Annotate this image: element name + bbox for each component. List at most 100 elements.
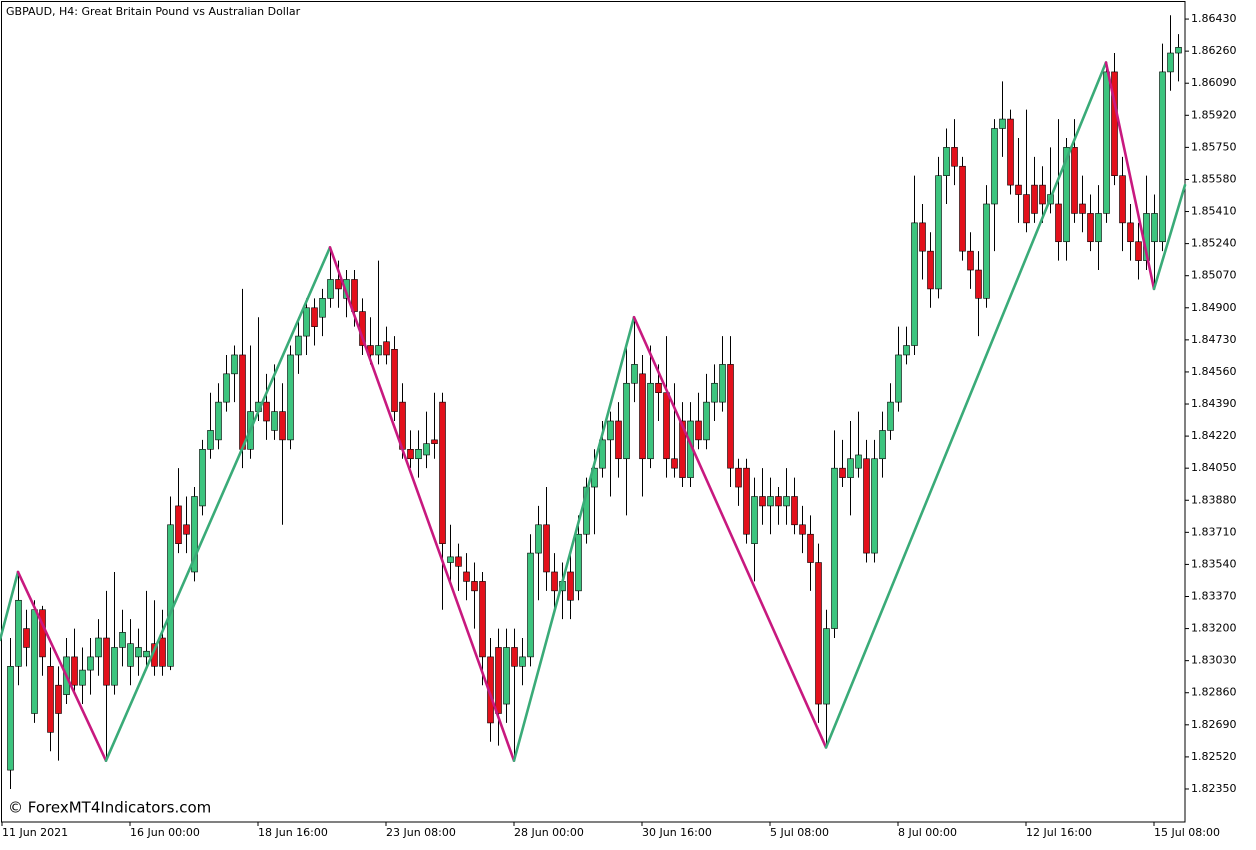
candle-body	[479, 581, 486, 658]
candle-body	[191, 496, 198, 573]
candle-body	[751, 496, 758, 544]
candle-body	[831, 467, 838, 629]
candle-body	[351, 279, 358, 312]
x-tick-label: 11 Jun 2021	[2, 826, 68, 839]
candle-body	[455, 556, 462, 567]
x-tick-label: 18 Jun 16:00	[258, 826, 328, 839]
candle-body	[319, 298, 326, 318]
zigzag-segment	[824, 61, 1108, 749]
candle-body	[263, 401, 270, 422]
candle-body	[215, 401, 222, 441]
candle-body	[295, 335, 302, 356]
candle-body	[799, 524, 806, 535]
candle-body	[199, 449, 206, 507]
candle-body	[311, 307, 318, 327]
candle-body	[1103, 71, 1110, 214]
candle-body	[135, 647, 142, 658]
y-tick-label: 1.83710	[1191, 525, 1237, 538]
candle-body	[783, 496, 790, 507]
candle-body	[423, 443, 430, 456]
candle-body	[1135, 241, 1142, 261]
candle-body	[511, 647, 518, 667]
y-tick-label: 1.86090	[1191, 76, 1237, 89]
candle-body	[575, 533, 582, 592]
candle-body	[775, 496, 782, 507]
zigzag-segment	[0, 570, 20, 642]
x-tick-label: 16 Jun 00:00	[130, 826, 200, 839]
candle-body	[927, 250, 934, 290]
candle-body	[623, 382, 630, 460]
candle-body	[415, 449, 422, 460]
candle-body	[519, 656, 526, 667]
candle-body	[855, 454, 862, 469]
y-tick-label: 1.83370	[1191, 589, 1237, 602]
candle-body	[503, 647, 510, 705]
y-tick-label: 1.82690	[1191, 718, 1237, 731]
candle-body	[271, 411, 278, 431]
candle-body	[383, 341, 390, 356]
candle-body	[679, 420, 686, 478]
x-tick-label: 12 Jul 16:00	[1026, 826, 1092, 839]
candle-body	[991, 128, 998, 205]
candle-body	[1063, 147, 1070, 243]
chart-title: GBPAUD, H4: Great Britain Pound vs Austr…	[6, 5, 301, 18]
candle-body	[407, 449, 414, 460]
candle-body	[103, 637, 110, 686]
candle-body	[551, 571, 558, 592]
candle-body	[183, 524, 190, 535]
y-tick-label: 1.85240	[1191, 237, 1237, 250]
candle-body	[1015, 184, 1022, 195]
zigzag-segment	[512, 315, 636, 762]
candle-body	[71, 656, 78, 686]
candle-body	[631, 364, 638, 384]
candle-body	[999, 118, 1006, 129]
candle-body	[639, 373, 646, 460]
candle-body	[655, 382, 662, 393]
candle-body	[439, 401, 446, 544]
candle-body	[615, 420, 622, 460]
candle-body	[47, 666, 54, 733]
x-tick-label: 30 Jun 16:00	[642, 826, 712, 839]
candle-body	[567, 571, 574, 601]
candle-body	[943, 147, 950, 176]
y-tick-label: 1.85070	[1191, 269, 1237, 282]
candle-body	[495, 647, 502, 714]
candle-body	[535, 524, 542, 554]
candle-body	[1151, 213, 1158, 243]
y-tick-label: 1.83540	[1191, 557, 1237, 570]
candle-body	[815, 562, 822, 705]
candle-body	[375, 345, 382, 356]
candle-body	[647, 382, 654, 460]
candle-body	[391, 348, 398, 412]
zigzag-segment	[1152, 183, 1187, 291]
candle-body	[967, 250, 974, 271]
candle-body	[223, 373, 230, 403]
y-tick-label: 1.84390	[1191, 397, 1237, 410]
candle-body	[983, 203, 990, 299]
candle-body	[583, 486, 590, 535]
candle-body	[879, 430, 886, 460]
candle-body	[1111, 71, 1118, 176]
candle-body	[31, 609, 38, 714]
plot-frame	[1, 1, 1186, 823]
candle-body	[719, 364, 726, 403]
candle-body	[87, 656, 94, 671]
y-tick-label: 1.85920	[1191, 108, 1237, 121]
candle-body	[527, 552, 534, 658]
candle-body	[335, 279, 342, 290]
candle-body	[287, 354, 294, 441]
y-tick-label: 1.86430	[1191, 12, 1237, 25]
x-tick-label: 5 Jul 08:00	[770, 826, 829, 839]
candle-body	[343, 279, 350, 299]
x-tick-label: 15 Jul 08:00	[1154, 826, 1220, 839]
y-tick-label: 1.82350	[1191, 782, 1237, 795]
candle-body	[95, 637, 102, 658]
candle-body	[759, 496, 766, 507]
candle-body	[1071, 147, 1078, 214]
candle-body	[1039, 184, 1046, 205]
y-tick-label: 1.84050	[1191, 461, 1237, 474]
candle-body	[1055, 203, 1062, 243]
candle-body	[607, 420, 614, 441]
candle-body	[143, 650, 150, 658]
candle-body	[7, 666, 14, 771]
